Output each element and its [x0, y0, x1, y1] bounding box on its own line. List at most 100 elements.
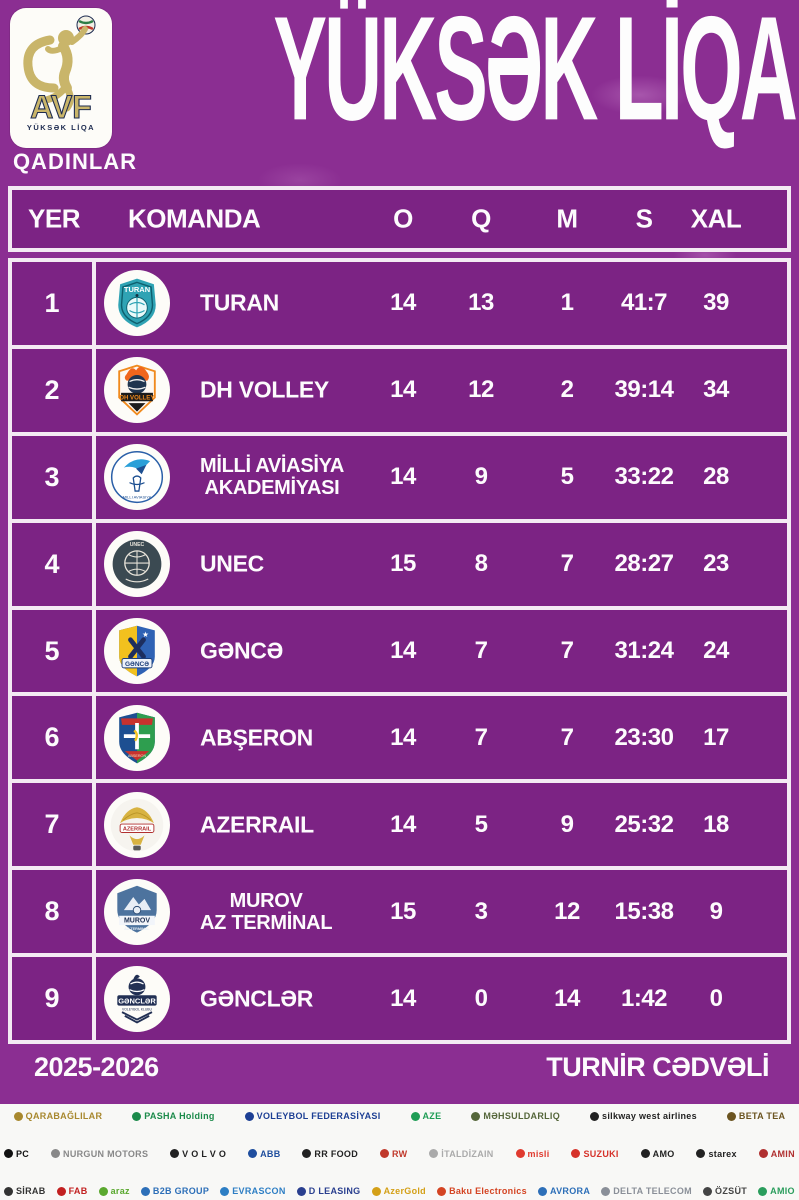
rank-cell: 2: [12, 348, 96, 432]
sponsor-label: V O L V O: [182, 1148, 227, 1159]
stat-m: 2: [560, 376, 574, 404]
standings-table: 1 TURAN TURAN 14 13 1 41:7 39 2: [8, 258, 791, 1044]
sponsor-logo: VOLEYBOL FEDERASİYASI: [244, 1111, 381, 1121]
sponsor-label: AMIN: [770, 1148, 795, 1159]
sponsor-brand-icon: [515, 1149, 525, 1158]
stat-s: 1:42: [620, 984, 668, 1012]
rank-cell: 9: [12, 957, 96, 1041]
stat-xal: 9: [709, 897, 723, 925]
sponsor-brand-icon: [379, 1149, 389, 1158]
stat-s: 31:24: [614, 637, 674, 664]
table-row: 6 ABSERON ABŞERON 14 7 7 23:30 17: [12, 696, 787, 784]
sponsor-logo: AMIN: [758, 1148, 795, 1159]
sponsor-logo: V O L V O: [170, 1149, 226, 1159]
team-name: TURAN: [200, 289, 279, 316]
stat-q: 7: [474, 723, 488, 751]
sponsor-label: RR FOOD: [314, 1148, 359, 1159]
rank-cell: 4: [12, 522, 96, 606]
sponsor-brand-icon: [132, 1111, 142, 1121]
table-row: 7 AZERRAIL AZERRAIL 14 5 9 25:32 18: [12, 783, 787, 871]
sponsor-brand-icon: [726, 1111, 736, 1121]
sponsor-brand-icon: [140, 1186, 150, 1196]
sponsor-logo: araz: [98, 1186, 130, 1196]
col-header-yer: YER: [28, 203, 80, 234]
sponsor-brand-icon: [51, 1149, 61, 1158]
stat-o: 15: [390, 550, 416, 578]
stat-xal: 24: [703, 637, 729, 664]
sponsor-label: D LEASING: [308, 1186, 361, 1196]
sponsor-label: BETA TEA: [738, 1111, 786, 1121]
stat-xal: 0: [709, 984, 723, 1012]
avf-volleyball-player-icon: AVF YÜKSƏK LİQA: [23, 15, 96, 132]
sponsor-brand-icon: [170, 1149, 180, 1158]
svg-text:GƏNCƏ: GƏNCƏ: [125, 661, 149, 668]
sponsor-brand-icon: [703, 1186, 713, 1196]
stat-q: 5: [474, 810, 488, 838]
stat-o: 14: [390, 984, 416, 1012]
stat-s: 28:27: [614, 550, 674, 578]
sponsor-brand-icon: [640, 1149, 650, 1158]
sponsor-brand-icon: [220, 1186, 230, 1196]
sponsor-logo: PC: [4, 1149, 29, 1159]
stat-q: 9: [474, 463, 488, 491]
sponsor-label: DELTA TELECOM: [613, 1186, 692, 1196]
team-logo-abseron: ABSERON: [104, 704, 170, 771]
svg-text:ABSERON: ABSERON: [128, 754, 147, 758]
sponsor-brand-icon: [471, 1111, 481, 1121]
stat-q: 8: [474, 550, 488, 578]
sponsor-label: FAB: [68, 1186, 88, 1196]
stat-m: 12: [554, 897, 580, 925]
sponsor-brand-icon: [13, 1111, 23, 1121]
team-logo-murov: MUROV AZ TERMINAL: [104, 878, 170, 945]
avf-logo-subtitle: YÜKSƏK LİQA: [27, 123, 95, 132]
sponsor-label: PASHA Holding: [144, 1111, 215, 1121]
sponsor-brand-icon: [590, 1111, 600, 1121]
col-header-o: O: [393, 203, 413, 234]
team-logo-gence: ★ GƏNCƏ: [104, 618, 170, 684]
stat-m: 14: [554, 984, 580, 1012]
stat-xal: 39: [703, 289, 729, 317]
sponsor-label: araz: [110, 1186, 130, 1196]
sponsor-logo: BETA TEA: [726, 1111, 786, 1121]
table-row: 5 ★ GƏNCƏ GƏNCƏ 14 7 7 31:24 24: [12, 609, 787, 697]
stat-o: 14: [390, 376, 416, 404]
col-header-m: M: [556, 203, 578, 234]
sponsor-label: ÖZSÜT: [715, 1186, 748, 1196]
table-row: 3 MILLI AVIASIYA MİLLİ AVİASİYA AKADEMİY…: [12, 435, 787, 523]
sponsor-logo: AVRORA: [537, 1186, 590, 1196]
sponsor-brand-icon: [248, 1149, 258, 1158]
avf-acronym: AVF: [30, 89, 92, 125]
sponsor-label: VOLEYBOL FEDERASİYASI: [256, 1111, 381, 1121]
stat-q: 12: [468, 376, 494, 404]
sponsor-row-2: PC NURGUN MOTORS V O L V O ABB: [4, 1149, 795, 1159]
table-header-row: YER KOMANDA O Q M S XAL: [8, 186, 791, 252]
team-logo-unec: UNEC: [104, 531, 170, 598]
sponsor-brand-icon: [244, 1111, 254, 1121]
sponsor-logo: silkway west airlines: [590, 1111, 697, 1121]
sponsor-label: ABB: [260, 1148, 281, 1159]
sponsor-logo: ABB: [248, 1149, 280, 1159]
sponsor-label: SİRAB: [16, 1186, 46, 1196]
sponsor-label: QARABAĞLILAR: [25, 1111, 103, 1121]
team-name: DH VOLLEY: [200, 376, 329, 403]
sponsor-logo: SİRAB: [4, 1186, 46, 1196]
stat-m: 5: [560, 463, 574, 491]
sponsor-row-1: QARABAĞLILAR PASHA Holding VOLEYBOL FEDE…: [4, 1111, 795, 1121]
sponsor-label: SUZUKI: [583, 1148, 619, 1159]
sponsor-logo: MƏHSULDARLIQ: [471, 1111, 560, 1121]
team-logo-turan: TURAN: [104, 270, 170, 337]
team-logo-azerrail: AZERRAIL: [104, 791, 170, 858]
sponsor-label: NURGUN MOTORS: [63, 1148, 149, 1159]
stat-s: 25:32: [614, 810, 674, 838]
rank-cell: 6: [12, 696, 96, 780]
sponsor-logo: RR FOOD: [302, 1149, 358, 1159]
sponsor-label: AzerGold: [383, 1186, 426, 1196]
stat-o: 14: [390, 637, 416, 664]
sponsor-label: silkway west airlines: [602, 1111, 697, 1121]
sponsor-logo: NURGUN MOTORS: [51, 1149, 148, 1159]
svg-text:AZ TERMINAL: AZ TERMINAL: [124, 926, 150, 930]
stat-m: 7: [560, 550, 574, 578]
sponsor-label: RW: [391, 1148, 408, 1159]
stat-q: 3: [474, 897, 488, 925]
